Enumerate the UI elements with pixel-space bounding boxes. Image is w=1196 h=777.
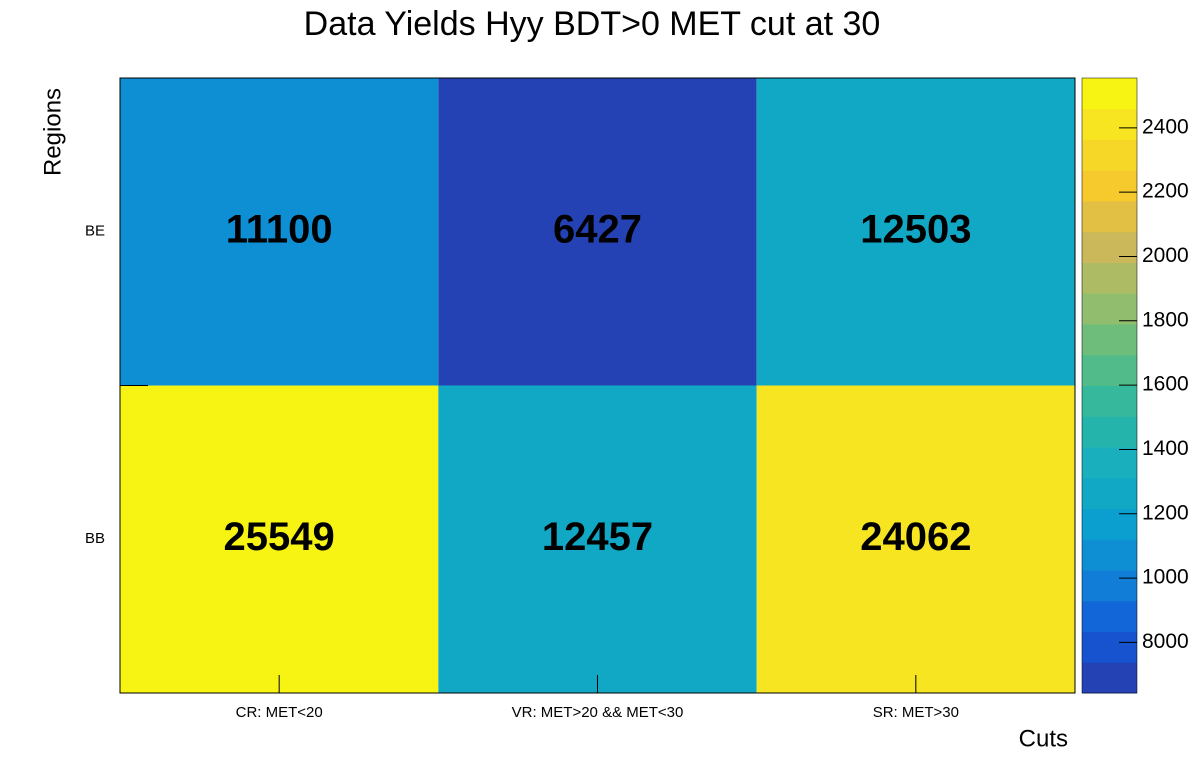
colorbar-segment [1082, 416, 1137, 448]
colorbar-tick-label: 1200 [1142, 501, 1189, 524]
colorbar-segment [1082, 477, 1137, 509]
colorbar-tick-label: 2200 [1142, 180, 1189, 203]
x-tick-label: CR: MET<20 [236, 704, 323, 721]
colorbar-segment [1082, 662, 1137, 694]
cell [120, 78, 439, 386]
y-axis-title: Regions [39, 88, 66, 176]
cell-label: 24062 [860, 515, 971, 559]
colorbar-tick-label: 1800 [1142, 308, 1189, 331]
colorbar-segment [1082, 570, 1137, 602]
colorbar-segment [1082, 108, 1137, 140]
cell-label: 12503 [860, 207, 971, 251]
x-axis-title: Cuts [1019, 725, 1068, 752]
colorbar-tick-label: 2000 [1142, 244, 1189, 267]
x-tick-label: VR: MET>20 && MET<30 [512, 704, 684, 721]
x-tick-label: SR: MET>30 [873, 704, 959, 721]
colorbar-segment [1082, 262, 1137, 294]
colorbar-tick-label: 8000 [1142, 630, 1189, 653]
cell [438, 78, 757, 386]
colorbar-tick-label: 1000 [1142, 566, 1189, 589]
cell [756, 385, 1075, 693]
cell-label: 6427 [553, 207, 642, 251]
y-tick-label: BE [85, 223, 105, 240]
colorbar-segment [1082, 539, 1137, 571]
colorbar-segment [1082, 508, 1137, 540]
colorbar-segment [1082, 600, 1137, 632]
colorbar-tick-label: 2400 [1142, 115, 1189, 138]
cell [756, 78, 1075, 386]
cell-label: 12457 [542, 515, 653, 559]
colorbar-segment [1082, 139, 1137, 171]
colorbar-segment [1082, 293, 1137, 325]
colorbar-segment [1082, 324, 1137, 356]
cell-label: 11100 [226, 207, 333, 251]
colorbar-segment [1082, 231, 1137, 263]
cell [438, 385, 757, 693]
colorbar-segment [1082, 201, 1137, 233]
colorbar-segment [1082, 354, 1137, 386]
y-tick-label: BB [85, 530, 105, 547]
colorbar-segment [1082, 78, 1137, 110]
colorbar-tick-label: 1600 [1142, 373, 1189, 396]
colorbar-segment [1082, 170, 1137, 202]
colorbar-segment [1082, 447, 1137, 479]
chart-title: Data Yields Hyy BDT>0 MET cut at 30 [304, 5, 881, 43]
colorbar-segment [1082, 385, 1137, 417]
cell [120, 385, 439, 693]
cell-label: 25549 [224, 515, 335, 559]
colorbar-segment [1082, 631, 1137, 663]
colorbar-tick-label: 1400 [1142, 437, 1189, 460]
